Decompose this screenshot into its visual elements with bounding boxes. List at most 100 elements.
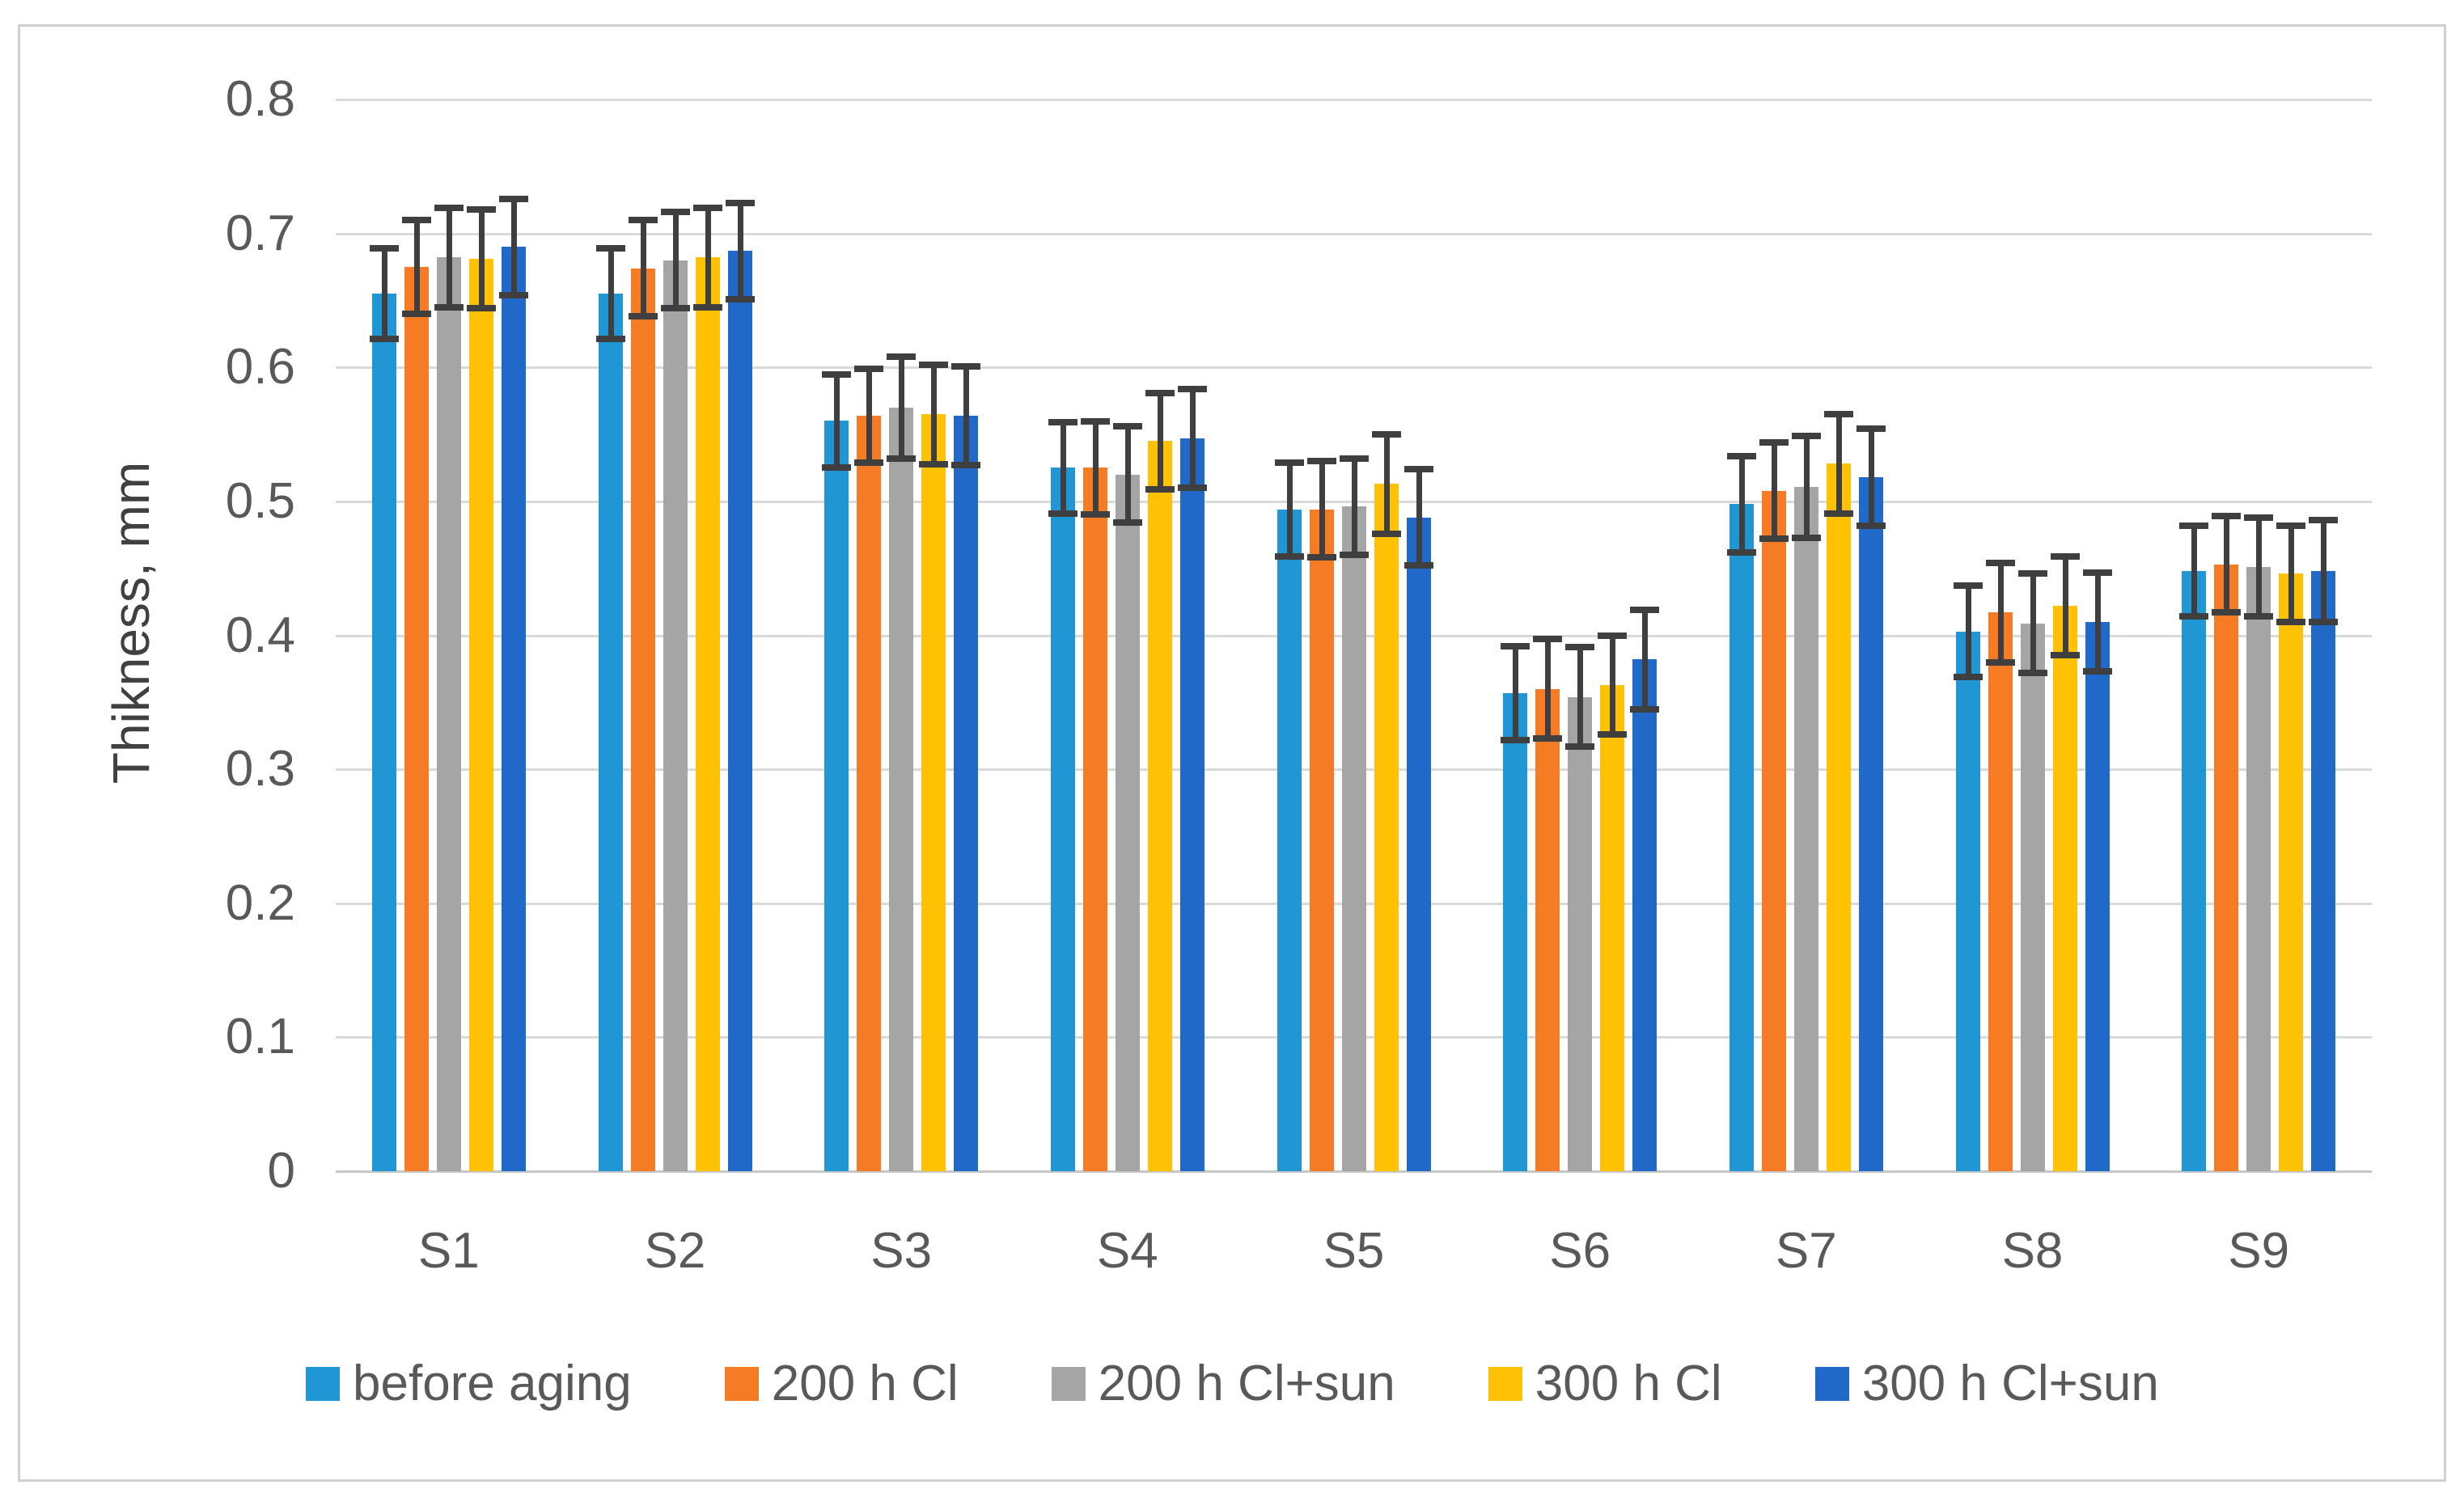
error-bar-cap-bottom (2179, 613, 2208, 620)
error-bar-stem (1416, 469, 1422, 566)
x-category-label: S7 (1775, 1223, 1837, 1279)
error-bar-cap-bottom (2212, 609, 2241, 616)
error-bar-cap-top (2083, 569, 2112, 576)
error-bar-stem (2062, 556, 2068, 656)
bar (2085, 622, 2110, 1171)
error-bar-cap-bottom (1565, 743, 1594, 750)
error-bar-cap-bottom (693, 303, 722, 311)
bar (2279, 573, 2303, 1171)
error-bar-stem (413, 220, 420, 314)
error-bar-stem (1060, 422, 1066, 514)
x-category-label: S5 (1323, 1223, 1385, 1279)
error-bar-cap-top (1048, 419, 1077, 426)
bar (2053, 606, 2077, 1171)
y-tick-label: 0.2 (225, 874, 295, 931)
error-bar-stem (2320, 520, 2326, 622)
error-bar-stem (2288, 525, 2294, 622)
error-bar-cap-bottom (822, 464, 851, 472)
error-bar-cap-bottom (1824, 510, 1853, 517)
error-bar-cap-bottom (1113, 519, 1142, 527)
error-bar-cap-top (822, 370, 851, 378)
error-bar-cap-bottom (1727, 548, 1756, 556)
gridline (336, 232, 2372, 235)
error-bar-cap-top (1792, 432, 1821, 439)
error-bar-stem (2094, 572, 2101, 672)
error-bar-cap-top (370, 244, 399, 252)
error-bar-stem (446, 208, 452, 307)
error-bar-stem (1868, 429, 1874, 526)
error-bar-stem (1512, 645, 1518, 740)
error-bar-cap-top (2212, 513, 2241, 520)
error-bar-stem (963, 366, 969, 466)
bar (1277, 510, 1302, 1171)
bar (1762, 491, 1786, 1171)
legend-item: 200 h Cl+sun (1051, 1356, 1395, 1412)
error-bar-stem (833, 374, 840, 468)
legend-swatch (1814, 1367, 1849, 1401)
bar (663, 260, 688, 1171)
bar (1859, 477, 1883, 1171)
bar (404, 267, 429, 1171)
error-bar-cap-top (1533, 636, 1562, 643)
error-bar-cap-bottom (2244, 613, 2273, 620)
error-bar-stem (1319, 461, 1325, 558)
error-bar-cap-bottom (2018, 669, 2047, 676)
legend-label: 200 h Cl (771, 1356, 959, 1411)
legend-item: 200 h Cl (724, 1356, 959, 1412)
error-bar-cap-top (467, 205, 496, 213)
bar (1632, 659, 1657, 1171)
error-bar-cap-top (1307, 458, 1336, 465)
error-bar-cap-top (1372, 431, 1401, 438)
error-bar-stem (1383, 434, 1390, 534)
error-bar-cap-top (2018, 570, 2047, 578)
error-bar-cap-top (1598, 632, 1627, 639)
error-bar-cap-bottom (1307, 554, 1336, 561)
bar (2021, 624, 2045, 1171)
error-bar-stem (2223, 516, 2229, 613)
error-bar-stem (1157, 392, 1163, 489)
legend-swatch (1051, 1367, 1086, 1401)
bar (1503, 693, 1527, 1171)
bar (824, 421, 849, 1171)
bar (1374, 484, 1399, 1171)
error-bar-cap-top (2051, 552, 2080, 560)
error-bar-cap-bottom (854, 459, 883, 466)
bar (2246, 567, 2271, 1171)
x-category-label: S1 (417, 1223, 480, 1279)
error-bar-stem (1351, 458, 1357, 556)
bar (696, 257, 720, 1171)
error-bar-cap-top (1565, 644, 1594, 651)
error-bar-cap-bottom (1081, 511, 1110, 518)
error-bar-stem (1771, 442, 1777, 539)
bar (1794, 487, 1818, 1171)
error-bar-cap-top (1986, 560, 2015, 567)
error-bar-cap-top (629, 217, 658, 224)
bar (728, 251, 752, 1171)
y-tick-label: 0.7 (225, 205, 295, 261)
y-tick-label: 0.8 (225, 71, 295, 127)
error-bar-cap-bottom (629, 313, 658, 320)
error-bar-cap-top (1275, 459, 1304, 466)
error-bar-stem (898, 357, 904, 459)
y-tick-label: 0.4 (225, 607, 295, 663)
error-bar-cap-top (1113, 423, 1142, 430)
error-bar-stem (866, 368, 872, 463)
error-bar-stem (1803, 435, 1810, 538)
error-bar-cap-top (1824, 411, 1853, 418)
error-bar-cap-bottom (434, 303, 464, 311)
bar (1827, 463, 1851, 1171)
error-bar-cap-bottom (1856, 522, 1886, 529)
error-bar-cap-bottom (1501, 736, 1530, 743)
x-category-label: S6 (1549, 1223, 1611, 1279)
y-tick-label: 0.5 (225, 472, 295, 529)
bar (954, 416, 978, 1171)
bar (599, 294, 623, 1171)
error-bar-cap-bottom (467, 305, 496, 312)
error-bar-stem (1544, 639, 1551, 739)
error-bar-cap-top (854, 365, 883, 372)
error-bar-cap-top (2179, 522, 2208, 529)
error-bar-cap-top (2309, 517, 2338, 524)
error-bar-stem (510, 198, 517, 295)
error-bar-cap-top (402, 217, 431, 224)
